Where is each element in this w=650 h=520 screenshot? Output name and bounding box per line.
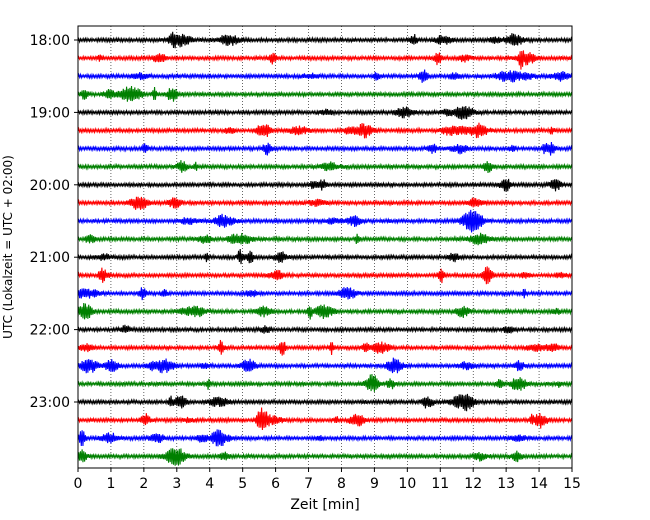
x-tick-label: 3: [172, 476, 181, 492]
trace-2345: [77, 448, 573, 466]
trace-2145: [77, 303, 573, 320]
plot-background: [78, 26, 572, 468]
y-tick-label: 19:00: [30, 105, 70, 121]
trace-2330: [77, 429, 573, 447]
trace-2000: [77, 178, 573, 192]
x-tick-label: 15: [563, 476, 581, 492]
y-axis-title: UTC (Lokalzeit = UTC + 02:00): [1, 155, 15, 339]
trace-1915: [77, 122, 573, 139]
y-tick-label: 20:00: [30, 178, 70, 194]
trace-2045: [77, 232, 573, 246]
trace-2215: [77, 339, 573, 356]
seismic-traces: [77, 31, 573, 466]
trace-1930: [77, 141, 573, 156]
trace-2300: [77, 393, 573, 412]
trace-2015: [77, 196, 573, 210]
trace-2100: [77, 249, 573, 265]
trace-2130: [77, 287, 573, 301]
y-axis-ticks: 18:00 19:00 20:00 21:00 22:00 23:00: [30, 33, 78, 411]
x-tick-label: 9: [370, 476, 379, 492]
x-tick-label: 4: [205, 476, 214, 492]
y-tick-label: 22:00: [30, 323, 70, 339]
x-tick-label: 11: [431, 476, 449, 492]
trace-2115: [77, 266, 573, 285]
x-tick-label: 10: [398, 476, 416, 492]
x-tick-label: 12: [464, 476, 482, 492]
trace-2030: [77, 209, 573, 233]
trace-2315: [77, 407, 573, 431]
x-tick-label: 5: [238, 476, 247, 492]
trace-2200: [77, 324, 573, 334]
trace-1800: [77, 31, 573, 49]
trace-1900: [77, 105, 573, 120]
x-tick-label: 2: [139, 476, 148, 492]
y-tick-label: 18:00: [30, 33, 70, 49]
x-tick-label: 1: [106, 476, 115, 492]
trace-2230: [77, 357, 573, 374]
x-tick-label: 14: [530, 476, 548, 492]
trace-1830: [77, 69, 573, 83]
y-tick-label: 23:00: [30, 395, 70, 411]
x-tick-label: 8: [337, 476, 346, 492]
x-tick-label: 0: [74, 476, 83, 492]
plot-frame: [77, 25, 573, 469]
trace-1815: [77, 50, 573, 70]
x-tick-label: 13: [497, 476, 515, 492]
trace-1845: [77, 85, 573, 102]
y-tick-label: 21:00: [30, 250, 70, 266]
trace-2245: [77, 374, 573, 392]
x-axis-title: Zeit [min]: [290, 497, 359, 513]
trace-1945: [77, 160, 573, 173]
x-axis-ticks: 0 1 2 3 4 5 6 7 8 9 10 11 12 13 14 15: [74, 468, 581, 492]
x-tick-label: 6: [271, 476, 280, 492]
x-tick-label: 7: [304, 476, 313, 492]
